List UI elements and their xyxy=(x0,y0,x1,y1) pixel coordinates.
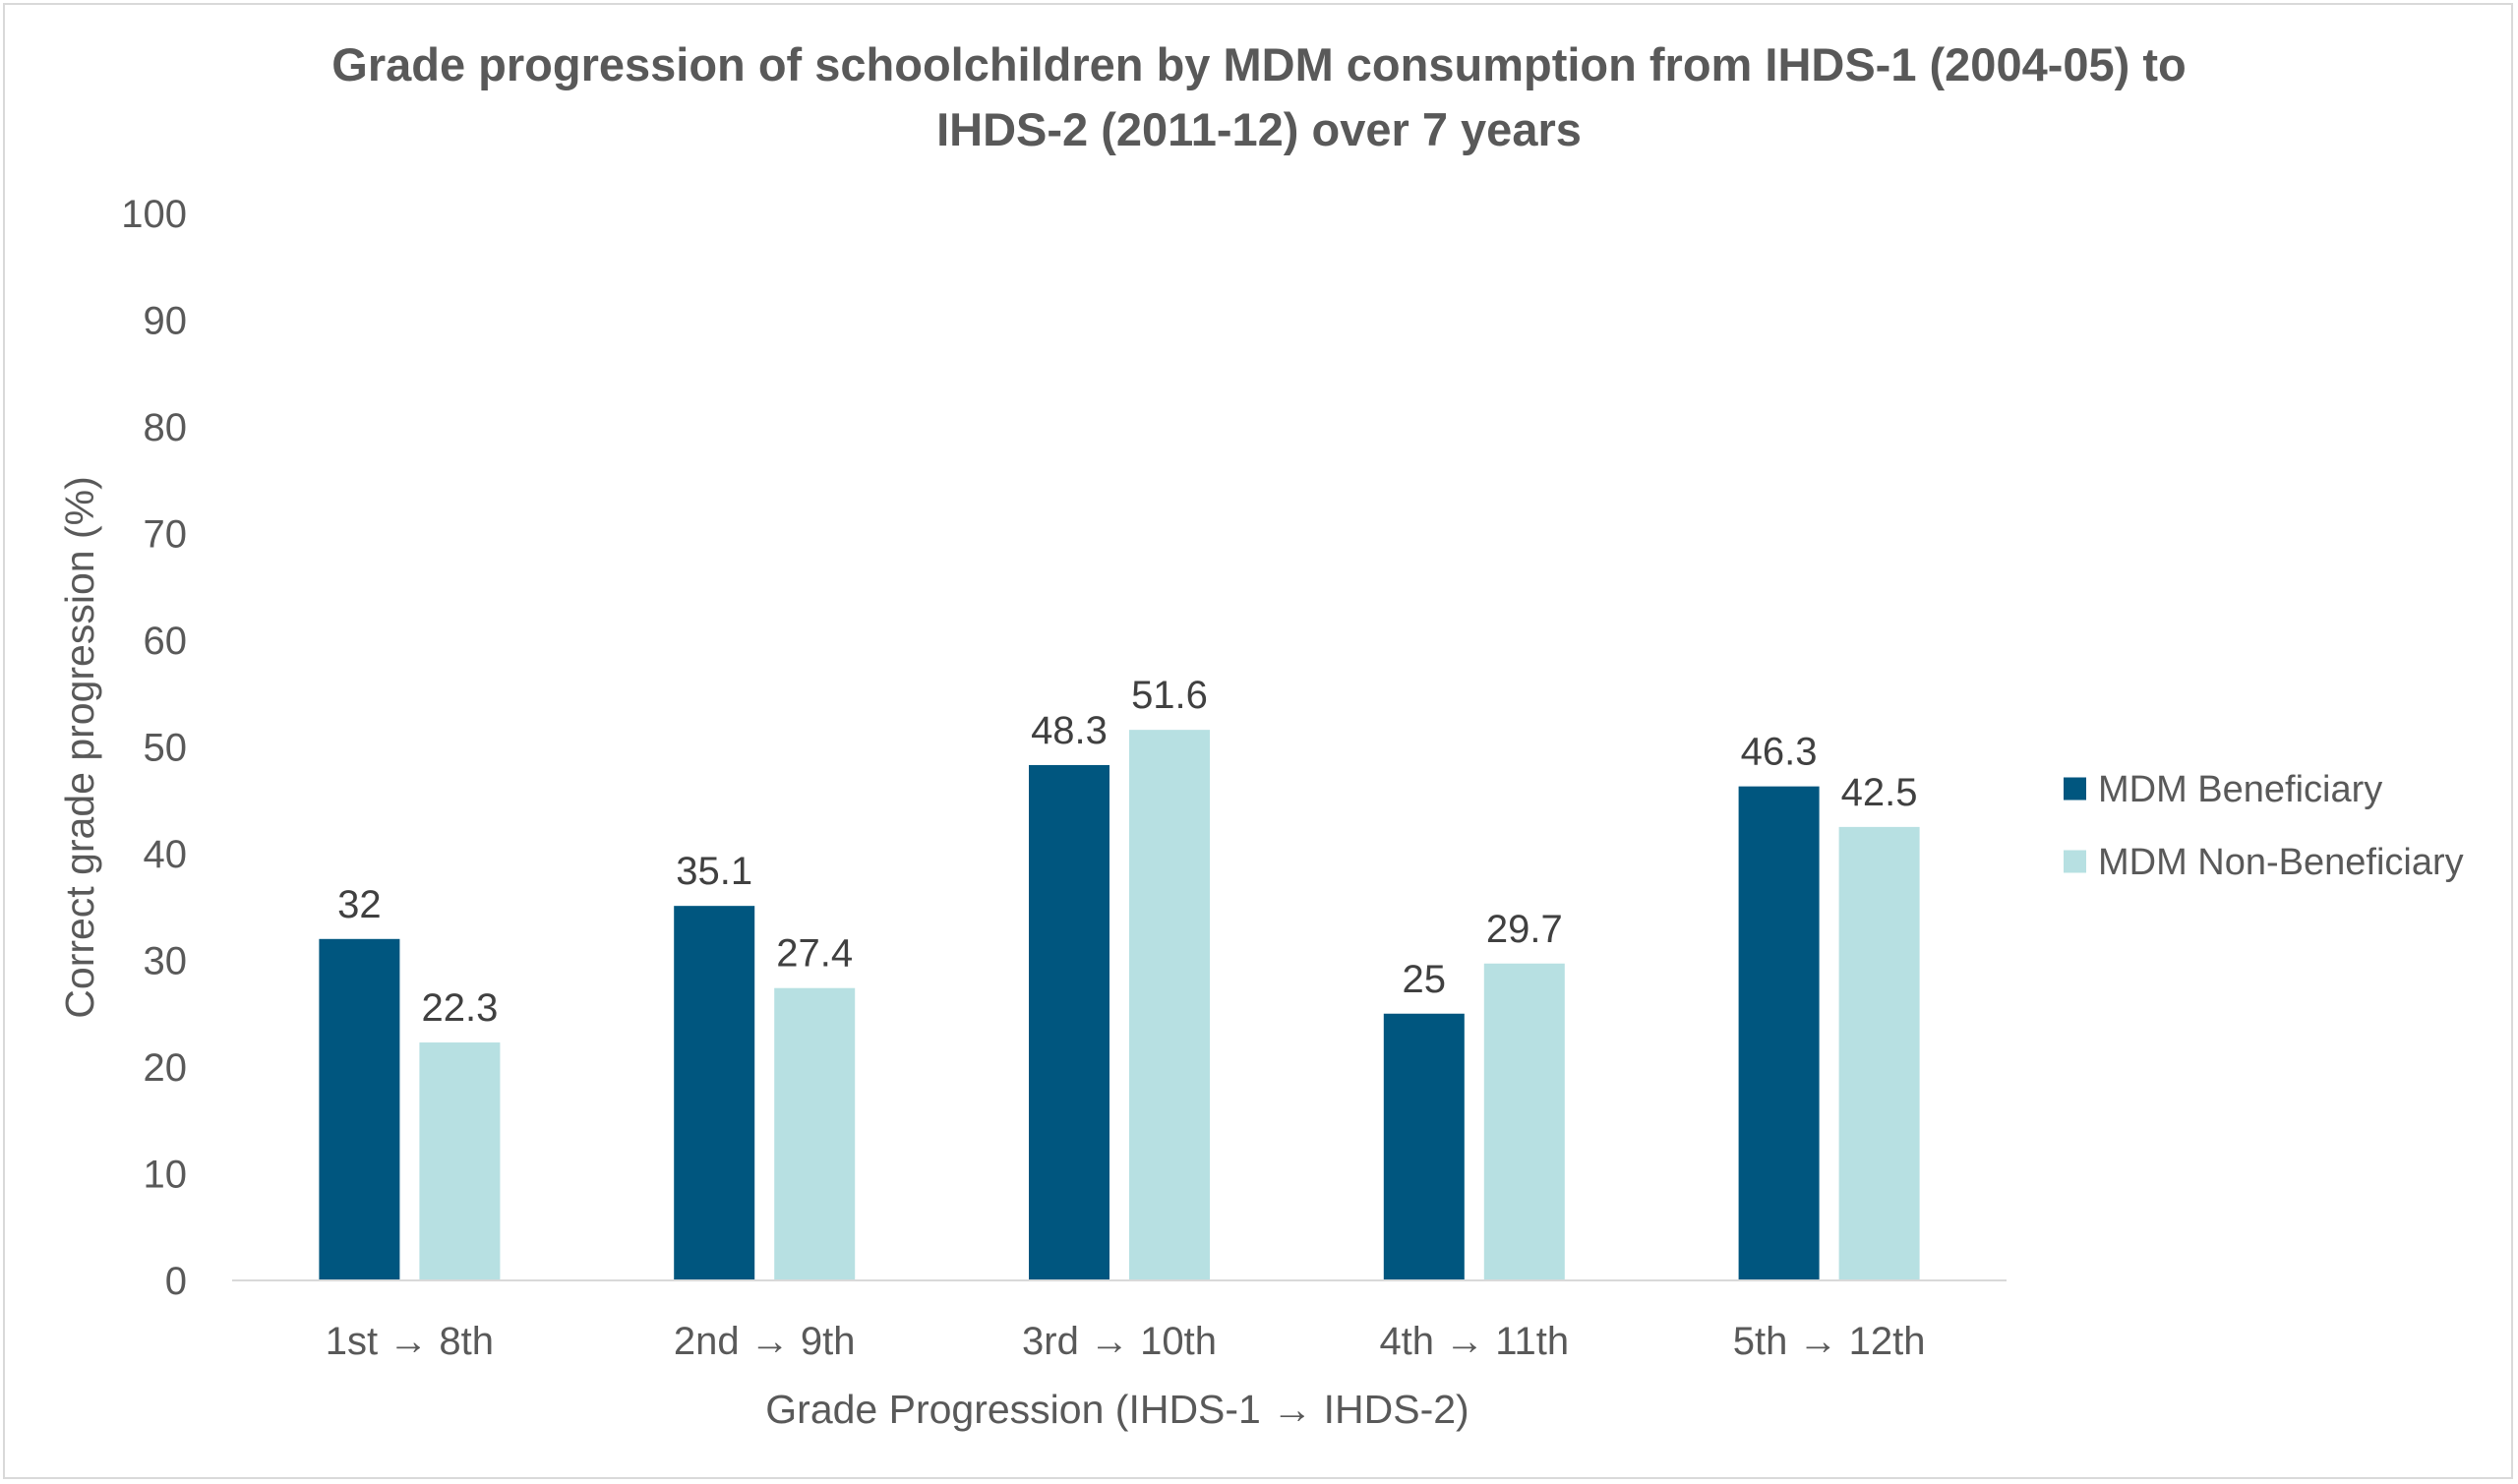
bar-non-beneficiary xyxy=(1129,730,1210,1280)
legend-label-beneficiary: MDM Beneficiary xyxy=(2098,769,2382,810)
bar-beneficiary xyxy=(1029,764,1109,1280)
y-tick-label: 100 xyxy=(121,193,187,236)
data-labels: 32 22.3 35.1 27.4 48.3 51.6 25 29.7 46.3 42.5 xyxy=(337,674,1917,1030)
x-category-label: 5th → 12th xyxy=(1733,1320,1926,1363)
bar-non-beneficiary xyxy=(419,1042,501,1280)
bar-beneficiary xyxy=(674,906,755,1280)
y-tick-label: 40 xyxy=(144,833,188,876)
legend-swatch-non-beneficiary xyxy=(2064,850,2086,873)
x-axis-ticks: 1st → 8th 2nd → 9th 3rd → 10th 4th → 11th 5t… xyxy=(326,1320,1926,1363)
bar-value-label: 35.1 xyxy=(676,850,752,893)
bar-value-label: 27.4 xyxy=(776,932,853,976)
chart-title: Grade progression of schoolchildren by M… xyxy=(331,38,2186,155)
bar-beneficiary xyxy=(1738,786,1820,1280)
bar-value-label: 22.3 xyxy=(421,986,498,1030)
chart-title-line-2: IHDS-2 (2011-12) over 7 years xyxy=(936,103,1582,155)
y-axis-ticks: 0 10 20 30 40 50 60 70 80 90 100 xyxy=(121,193,187,1303)
x-axis-title: Grade Progression (IHDS-1 → IHDS-2) xyxy=(765,1387,1469,1432)
bar-beneficiary xyxy=(319,938,400,1280)
bar-value-label: 32 xyxy=(337,883,382,926)
y-tick-label: 90 xyxy=(144,300,188,343)
bar-value-label: 48.3 xyxy=(1031,709,1108,752)
chart-title-line-1: Grade progression of schoolchildren by M… xyxy=(331,38,2186,90)
bar-value-label: 46.3 xyxy=(1741,731,1818,774)
bar-value-label: 51.6 xyxy=(1131,674,1208,717)
bar-non-beneficiary xyxy=(774,987,856,1280)
y-tick-label: 50 xyxy=(144,727,188,770)
x-category-label: 4th → 11th xyxy=(1379,1320,1569,1363)
x-category-label: 3rd → 10th xyxy=(1022,1320,1217,1363)
bar-value-label: 29.7 xyxy=(1486,908,1563,951)
legend-label-non-beneficiary: MDM Non-Beneficiary xyxy=(2098,842,2464,883)
bar-beneficiary xyxy=(1383,1013,1465,1280)
bar-value-label: 42.5 xyxy=(1841,771,1918,814)
legend-swatch-beneficiary xyxy=(2064,777,2086,801)
bar-non-beneficiary xyxy=(1838,826,1920,1280)
y-tick-label: 10 xyxy=(144,1154,188,1197)
y-tick-label: 60 xyxy=(144,620,188,663)
bars xyxy=(319,730,1920,1280)
y-tick-label: 80 xyxy=(144,406,188,449)
y-tick-label: 70 xyxy=(144,513,188,557)
x-category-label: 1st → 8th xyxy=(326,1320,494,1363)
y-tick-label: 20 xyxy=(144,1046,188,1090)
bar-non-beneficiary xyxy=(1483,963,1565,1280)
bar-value-label: 25 xyxy=(1403,958,1447,1001)
x-category-label: 2nd → 9th xyxy=(674,1320,856,1363)
y-tick-label: 30 xyxy=(144,940,188,983)
y-axis-title: Correct grade progression (%) xyxy=(57,476,102,1018)
y-tick-label: 0 xyxy=(165,1260,187,1303)
legend: MDM Beneficiary MDM Non-Beneficiary xyxy=(2064,769,2464,883)
